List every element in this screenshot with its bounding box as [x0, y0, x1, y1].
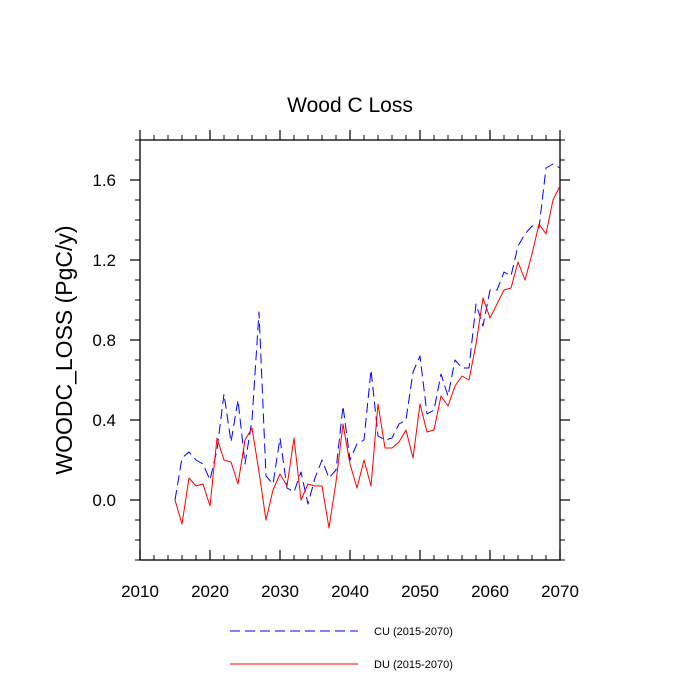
x-tick-label: 2040	[331, 582, 369, 601]
x-tick-label: 2060	[471, 582, 509, 601]
y-axis-label: WOODC_LOSS (PgC/y)	[51, 225, 77, 474]
y-tick-label: 1.6	[92, 171, 116, 190]
y-tick-label: 0.4	[92, 411, 116, 430]
legend-label-cu: CU (2015-2070)	[374, 626, 453, 638]
y-tick-label: 0.8	[92, 331, 116, 350]
series-lines	[174, 163, 561, 529]
axis-ticks	[130, 130, 570, 561]
y-tick-label: 1.2	[92, 251, 116, 270]
x-tick-labels: 2010 2020 2030 2040 2050 2060 2070	[121, 582, 579, 601]
x-tick-label: 2020	[191, 582, 229, 601]
chart-title: Wood C Loss	[287, 94, 413, 117]
legend-label-du: DU (2015-2070)	[374, 659, 453, 671]
x-tick-label: 2070	[541, 582, 579, 601]
series-line-cu	[174, 163, 561, 505]
legend: CU (2015-2070) DU (2015-2070)	[230, 626, 453, 671]
plot-frame	[139, 139, 561, 561]
x-tick-label: 2050	[401, 582, 439, 601]
series-line-du	[174, 185, 561, 529]
x-tick-label: 2030	[261, 582, 299, 601]
y-tick-label: 0.0	[92, 491, 116, 510]
y-tick-labels: 0.0 0.4 0.8 1.2 1.6	[92, 171, 116, 510]
x-tick-label: 2010	[121, 582, 159, 601]
